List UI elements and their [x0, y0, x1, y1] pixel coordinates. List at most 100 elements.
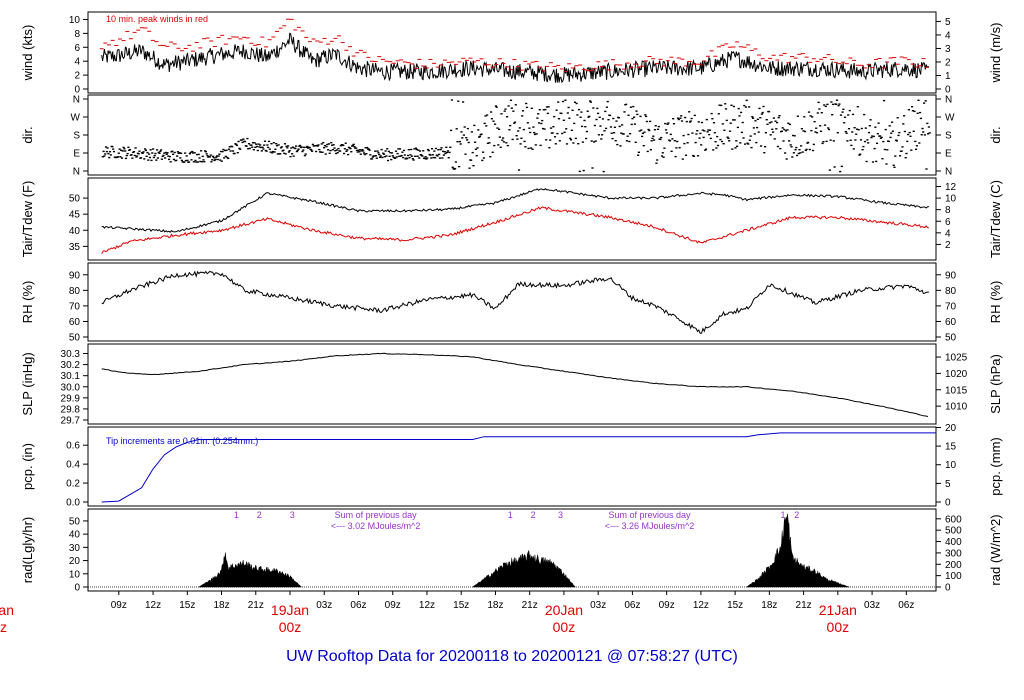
x-tick-label: 15z [453, 600, 469, 611]
dir-point [184, 159, 187, 162]
radiation-sum-title: Sum of previous day [609, 510, 692, 520]
dir-point [857, 129, 860, 131]
dir-point [296, 149, 299, 152]
dir-point [666, 123, 669, 125]
dir-point [866, 139, 869, 141]
dir-point [408, 156, 411, 159]
dir-point [750, 146, 753, 149]
dir-right-axis-label: dir. [988, 126, 1003, 143]
dir-point [491, 151, 494, 153]
rad-right-tick-label: 300 [945, 548, 962, 559]
dir-point [533, 133, 537, 136]
dir-point [275, 143, 278, 145]
dir-point [386, 159, 390, 162]
dir-point [824, 105, 827, 108]
dir-point [752, 127, 755, 129]
dir-point [883, 148, 886, 151]
dir-point [731, 148, 734, 150]
dir-point [611, 137, 614, 140]
dir-point [800, 145, 803, 147]
dir-point [835, 103, 838, 105]
dir-point [178, 152, 181, 154]
dir-point [871, 135, 874, 137]
dir-point [319, 151, 322, 153]
dir-point [650, 140, 653, 142]
dir-point [373, 155, 376, 157]
dir-point [237, 140, 240, 143]
dir-point [171, 150, 174, 152]
rad-left-tick-label: 20 [69, 556, 81, 567]
dir-point [475, 155, 478, 157]
x-tick-label: 21z [796, 600, 812, 611]
dir-point [208, 156, 211, 158]
dir-point [299, 144, 302, 147]
dir-point [538, 109, 541, 111]
dir-point [155, 159, 158, 161]
dir-point [327, 149, 330, 151]
dir-point [251, 142, 255, 144]
dir-point [291, 146, 294, 148]
dir-point [724, 103, 727, 105]
dir-point [740, 111, 743, 114]
dir-point [470, 131, 473, 133]
dir-point [482, 151, 485, 153]
dir-point [545, 139, 548, 141]
rad-right-tick-label: 0 [945, 583, 951, 594]
dir-point [815, 127, 818, 129]
dir-point [362, 150, 365, 152]
rad-left-tick-label: 30 [69, 543, 81, 554]
dir-left-tick-label: S [73, 131, 80, 142]
dir-point [390, 158, 393, 161]
dir-point [540, 122, 543, 125]
dir-point [831, 114, 834, 116]
dir-point [568, 117, 571, 119]
dir-point [316, 145, 319, 147]
rad-left-axis-label: rad(Lgly/hr) [20, 517, 35, 583]
dir-point [756, 126, 759, 129]
dir-point [580, 111, 583, 113]
dir-point [921, 127, 924, 130]
dir-point [546, 112, 549, 115]
dir-point [273, 151, 276, 153]
dir-point [642, 145, 645, 147]
x-tick-label: 18z [213, 600, 229, 611]
dir-point [378, 156, 382, 158]
x-tick-label: 09z [385, 600, 401, 611]
dir-point [390, 152, 394, 154]
dir-point [700, 144, 703, 146]
dir-point [159, 150, 162, 153]
dir-point [248, 147, 251, 150]
dir-point [283, 143, 287, 145]
dir-point [401, 151, 404, 153]
dir-point [598, 116, 601, 118]
wind-right-tick-label: 4 [945, 30, 951, 41]
dir-point [593, 124, 596, 127]
dir-point [712, 149, 715, 151]
dir-point [251, 146, 254, 148]
dir-point [887, 140, 890, 143]
dir-point [167, 155, 170, 157]
dir-point [879, 135, 882, 137]
dir-point [879, 137, 882, 139]
dir-point [575, 102, 578, 105]
dir-point [277, 144, 280, 146]
dir-point [332, 144, 335, 146]
dir-point [291, 153, 294, 155]
dir-point [229, 150, 232, 152]
dir-point [609, 114, 612, 117]
dir-point [320, 143, 323, 145]
dir-point [458, 140, 461, 143]
dir-point [705, 118, 708, 121]
dir-point [923, 134, 926, 136]
dir-point [414, 155, 417, 157]
dir-point [217, 155, 220, 157]
dir-point [152, 156, 155, 159]
slp-right-axis-label: SLP (hPa) [988, 354, 1003, 414]
dir-point [903, 130, 906, 133]
dir-point [823, 104, 826, 106]
dir-point [434, 147, 437, 150]
dir-point [869, 119, 872, 121]
dir-point [486, 114, 489, 116]
wind-right-tick-label: 3 [945, 44, 951, 55]
dir-point [520, 137, 523, 139]
